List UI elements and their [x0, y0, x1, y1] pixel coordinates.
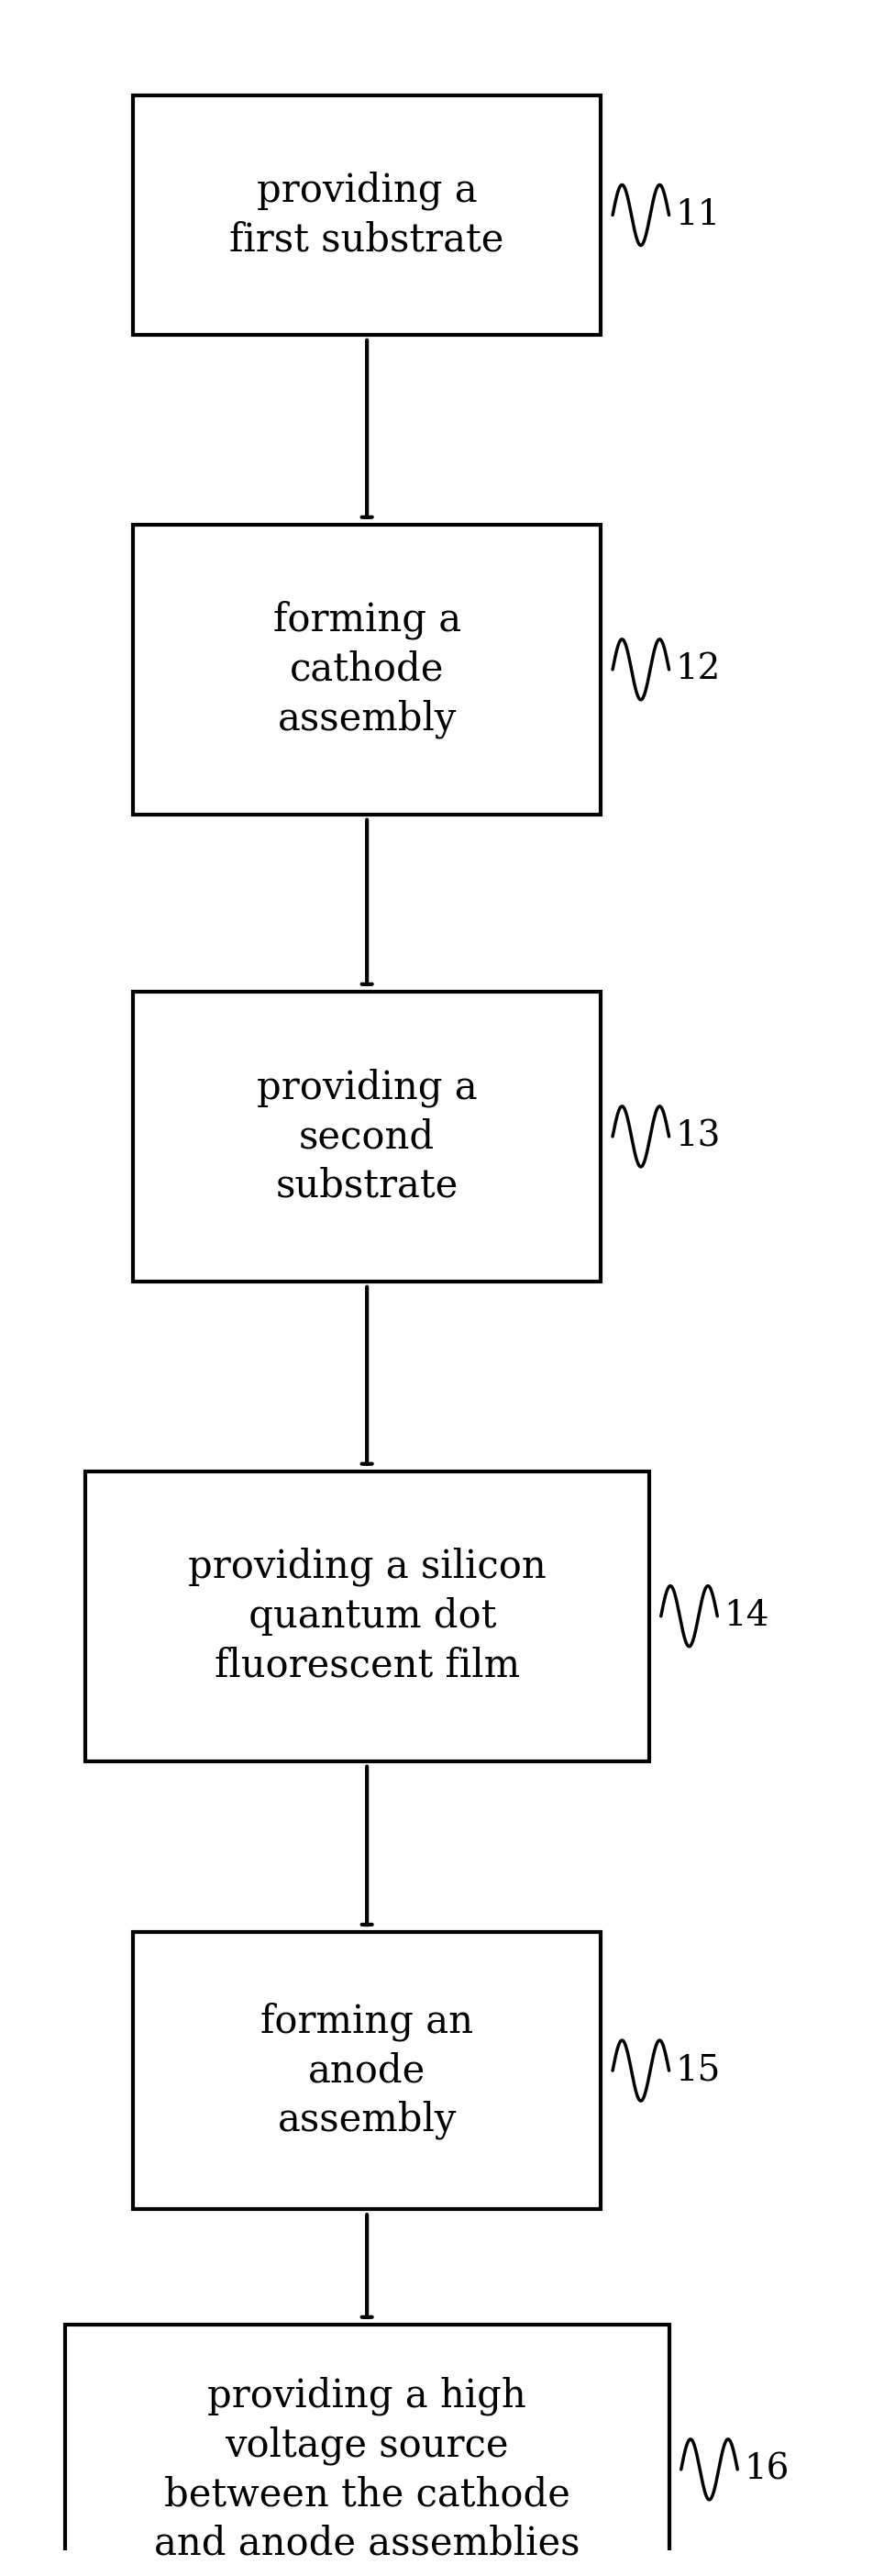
Text: 15: 15: [676, 2053, 720, 2087]
Bar: [133, 95, 601, 335]
Text: providing a high
voltage source
between the cathode
and anode assemblies: providing a high voltage source between …: [154, 2375, 580, 2563]
Text: 16: 16: [744, 2452, 789, 2486]
Bar: [133, 526, 601, 814]
Text: 11: 11: [676, 198, 720, 232]
Bar: [133, 1932, 601, 2210]
Text: forming a
cathode
assembly: forming a cathode assembly: [273, 600, 461, 739]
Text: providing a
second
substrate: providing a second substrate: [257, 1069, 477, 1206]
Text: 14: 14: [724, 1600, 769, 1633]
Text: providing a
first substrate: providing a first substrate: [230, 170, 504, 260]
Bar: [65, 2324, 669, 2576]
Bar: [85, 1471, 649, 1762]
Text: 12: 12: [676, 652, 720, 685]
Text: providing a silicon
 quantum dot
fluorescent film: providing a silicon quantum dot fluoresc…: [188, 1548, 546, 1685]
Text: 13: 13: [676, 1121, 720, 1154]
Bar: [133, 992, 601, 1283]
Text: forming an
anode
assembly: forming an anode assembly: [260, 2002, 473, 2141]
